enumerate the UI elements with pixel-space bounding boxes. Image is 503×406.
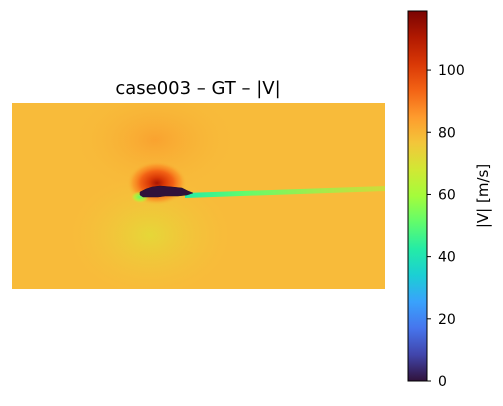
colorbar-tick-label: 40 — [438, 250, 456, 266]
colorbar-gradient — [407, 10, 428, 382]
velocity-field — [12, 103, 385, 289]
colorbar-tick-label: 100 — [438, 63, 465, 79]
colorbar-tick-label: 20 — [438, 312, 456, 328]
colorbar: 0 20 40 60 80 100 |V| [m/s] — [407, 10, 492, 390]
chart-title: case003 – GT – |V| — [115, 78, 280, 99]
colorbar-label: |V| [m/s] — [474, 164, 492, 228]
upper-plume — [70, 103, 240, 195]
body-shape — [139, 185, 194, 198]
colorbar-tick-label: 60 — [438, 187, 456, 203]
colorbar-ticks: 0 20 40 60 80 100 — [427, 63, 465, 390]
lower-slow-region — [70, 175, 230, 289]
colorbar-tick-label: 80 — [438, 125, 456, 141]
colorbar-tick-label: 0 — [438, 374, 447, 390]
wake-streak — [185, 186, 385, 198]
